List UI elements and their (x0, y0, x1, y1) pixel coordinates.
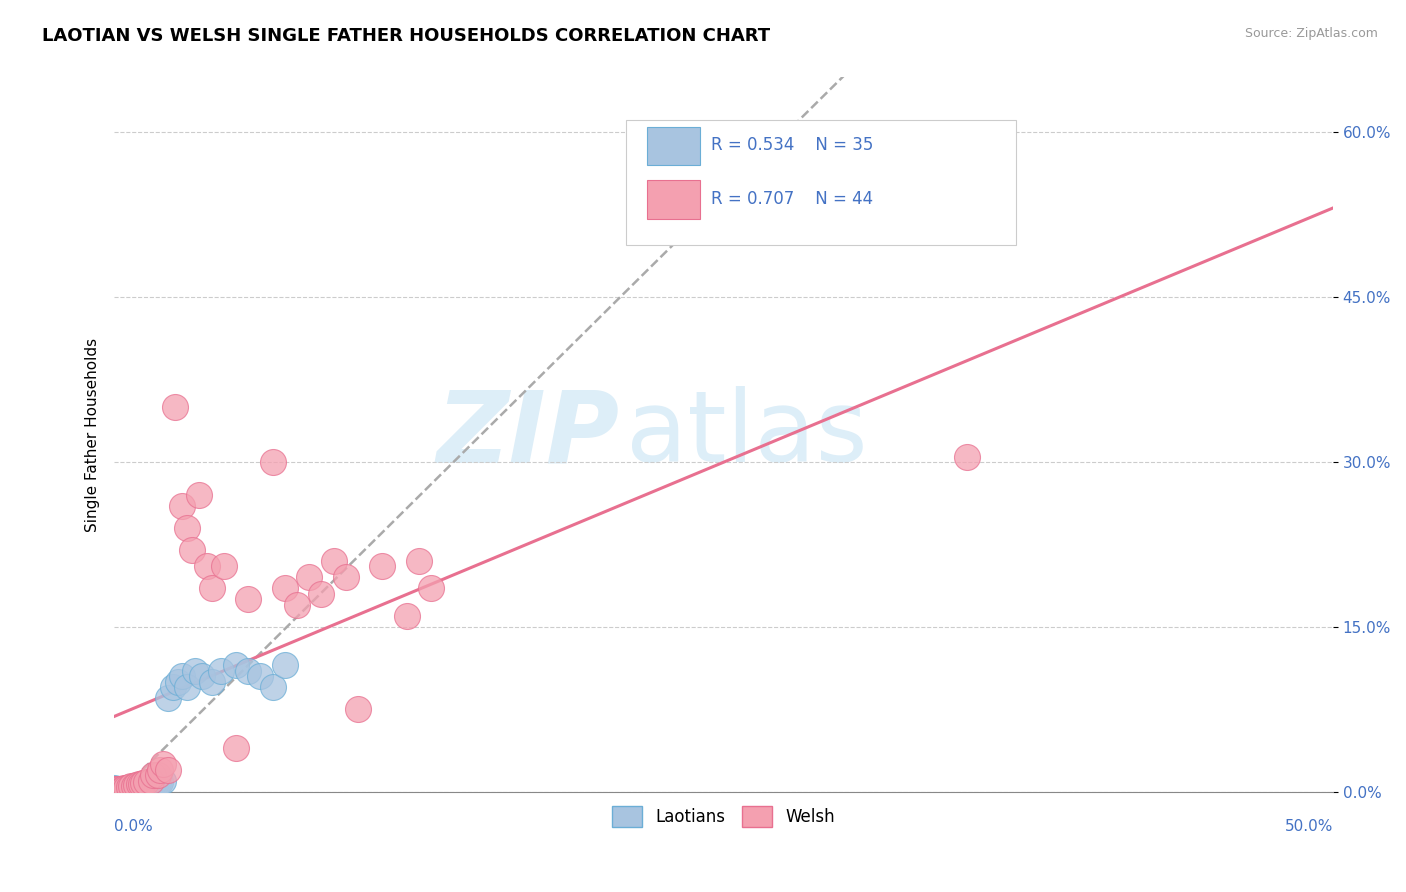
Point (176, 680, 198, 694)
Point (322, 554, 344, 568)
Point (274, 582, 297, 596)
Point (142, 768, 165, 782)
Point (225, 658, 247, 673)
Point (103, 781, 125, 796)
Point (156, 763, 179, 777)
Point (122, 779, 145, 793)
FancyBboxPatch shape (647, 180, 700, 219)
Point (110, 782, 132, 797)
Point (129, 777, 152, 791)
Point (195, 559, 218, 574)
Point (129, 779, 152, 793)
Point (238, 592, 260, 607)
Legend: Laotians, Welsh: Laotians, Welsh (606, 799, 842, 833)
Y-axis label: Single Father Households: Single Father Households (86, 337, 100, 532)
Point (201, 582, 224, 596)
Point (120, 781, 142, 796)
Point (108, 782, 131, 797)
Point (249, 669, 271, 683)
Point (125, 778, 148, 792)
Point (145, 776, 167, 790)
Point (112, 781, 135, 796)
Point (110, 783, 132, 797)
Text: 50.0%: 50.0% (1285, 819, 1333, 834)
Point (139, 773, 162, 788)
Point (395, 608, 418, 623)
Point (225, 740, 247, 755)
Point (298, 570, 321, 584)
Point (128, 777, 150, 791)
Point (128, 780, 150, 795)
Point (149, 763, 172, 777)
Point (118, 781, 141, 796)
Point (956, 450, 979, 464)
Point (274, 658, 297, 673)
Point (420, 582, 443, 596)
Text: atlas: atlas (626, 386, 868, 483)
Point (132, 776, 155, 790)
Point (335, 570, 357, 584)
Point (176, 521, 198, 535)
Text: ZIP: ZIP (437, 386, 620, 483)
Point (135, 774, 157, 789)
Point (135, 778, 157, 792)
FancyBboxPatch shape (647, 127, 700, 165)
Point (238, 664, 260, 678)
Point (311, 587, 333, 601)
Point (172, 499, 194, 513)
Point (181, 542, 204, 557)
Text: R = 0.707    N = 44: R = 0.707 N = 44 (711, 190, 873, 208)
Point (132, 779, 155, 793)
Point (166, 674, 188, 689)
Point (165, 400, 187, 414)
Text: R = 0.534    N = 35: R = 0.534 N = 35 (711, 136, 873, 154)
Point (347, 702, 370, 716)
Point (105, 782, 128, 797)
Point (262, 455, 284, 469)
Point (162, 680, 184, 694)
FancyBboxPatch shape (626, 120, 1017, 245)
Point (285, 598, 308, 612)
Point (156, 691, 179, 706)
Point (408, 554, 430, 568)
Point (115, 781, 138, 796)
Point (105, 782, 128, 797)
Point (136, 778, 159, 792)
Text: Source: ZipAtlas.com: Source: ZipAtlas.com (1244, 27, 1378, 40)
Point (139, 777, 162, 791)
Point (118, 780, 141, 795)
Point (125, 780, 148, 795)
Point (212, 559, 235, 574)
Point (142, 777, 165, 791)
Point (188, 488, 211, 502)
Point (120, 779, 142, 793)
Point (103, 782, 125, 797)
Point (152, 757, 174, 772)
Point (183, 664, 205, 678)
Point (146, 776, 169, 790)
Point (108, 782, 131, 797)
Point (262, 680, 284, 694)
Text: 0.0%: 0.0% (114, 819, 153, 834)
Point (201, 674, 224, 689)
Point (172, 669, 194, 683)
Point (191, 669, 214, 683)
Point (115, 782, 138, 797)
Text: LAOTIAN VS WELSH SINGLE FATHER HOUSEHOLDS CORRELATION CHART: LAOTIAN VS WELSH SINGLE FATHER HOUSEHOLD… (42, 27, 770, 45)
Point (146, 768, 169, 782)
Point (371, 559, 394, 574)
Point (152, 773, 174, 788)
Point (122, 781, 145, 796)
Point (149, 774, 172, 789)
Point (209, 664, 232, 678)
Point (112, 782, 135, 797)
